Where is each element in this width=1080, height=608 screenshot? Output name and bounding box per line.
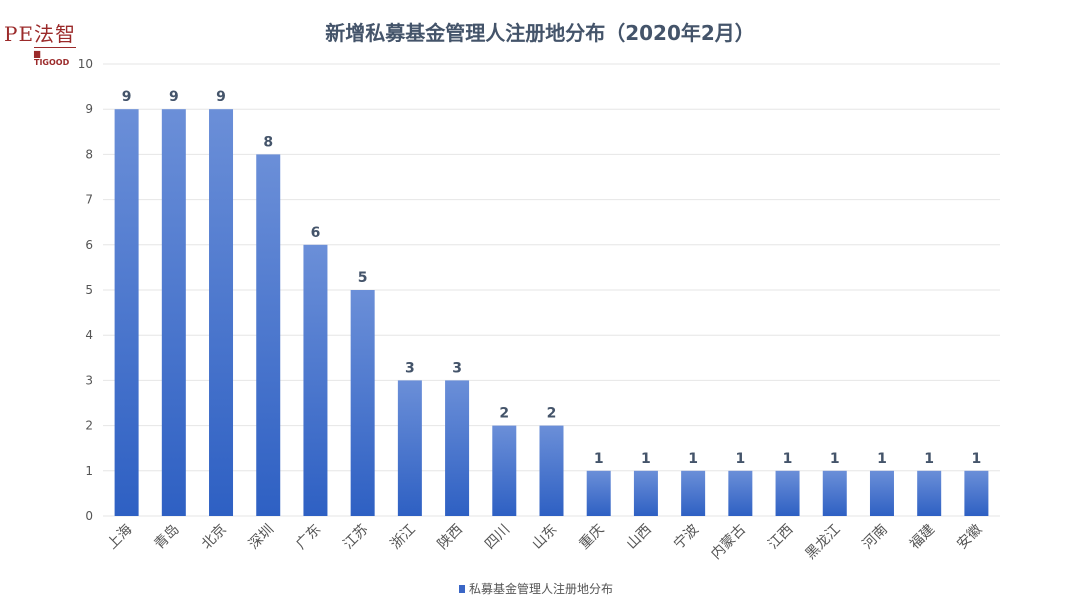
bar — [350, 290, 375, 516]
x-tick-label: 河南 — [860, 522, 891, 553]
y-tick-label: 9 — [85, 102, 93, 116]
data-label: 9 — [216, 89, 226, 105]
x-tick-label: 福建 — [907, 522, 938, 553]
data-label: 9 — [169, 89, 179, 105]
x-tick-label: 陕西 — [435, 522, 466, 553]
data-label: 1 — [735, 451, 745, 467]
x-tick-label: 山东 — [529, 522, 560, 553]
bar — [964, 470, 989, 516]
x-tick-label: 青岛 — [152, 522, 183, 553]
logo-sub: ▆ TIGOOD — [34, 47, 76, 67]
legend-swatch — [459, 585, 465, 593]
y-tick-label: 10 — [78, 57, 93, 71]
data-label: 1 — [924, 451, 934, 467]
bar — [586, 470, 611, 516]
data-label: 3 — [405, 360, 415, 376]
bar — [539, 425, 564, 516]
data-label: 1 — [972, 451, 982, 467]
logo-main: PE法智 — [4, 22, 77, 46]
x-tick-label: 广东 — [293, 522, 324, 553]
x-tick-label: 安徽 — [954, 522, 985, 553]
x-tick-label: 四川 — [482, 522, 513, 553]
bar — [633, 470, 658, 516]
bar — [775, 470, 800, 516]
x-tick-label: 内蒙古 — [708, 522, 749, 563]
x-tick-label: 重庆 — [576, 522, 607, 553]
data-label: 3 — [452, 360, 462, 376]
data-label: 6 — [311, 225, 321, 241]
bar — [256, 154, 281, 516]
bar — [822, 470, 847, 516]
x-tick-label: 上海 — [104, 522, 135, 553]
data-label: 2 — [499, 406, 509, 422]
y-tick-label: 5 — [85, 283, 93, 297]
x-tick-label: 黑龙江 — [803, 522, 844, 563]
logo: PE法智 ▆ TIGOOD — [4, 18, 76, 67]
y-tick-label: 3 — [85, 373, 93, 387]
y-tick-label: 7 — [85, 193, 93, 207]
bar — [397, 380, 422, 516]
bar — [209, 109, 234, 516]
y-tick-label: 2 — [85, 419, 93, 433]
x-tick-label: 江西 — [765, 522, 796, 553]
bar — [492, 425, 517, 516]
x-tick-label: 江苏 — [340, 522, 371, 553]
data-label: 5 — [358, 270, 368, 286]
x-tick-label: 山西 — [624, 522, 655, 553]
data-label: 2 — [547, 406, 557, 422]
chart-title: 新增私募基金管理人注册地分布（2020年2月） — [325, 21, 755, 45]
y-tick-label: 0 — [85, 509, 93, 523]
x-tick-label: 北京 — [199, 522, 230, 553]
x-tick-label: 深圳 — [246, 522, 277, 553]
legend-label[interactable]: 私募基金管理人注册地分布 — [469, 581, 613, 596]
data-label: 1 — [688, 451, 698, 467]
data-label: 1 — [877, 451, 887, 467]
data-label: 9 — [122, 89, 132, 105]
bar — [728, 470, 753, 516]
data-label: 1 — [641, 451, 651, 467]
x-tick-label: 宁波 — [670, 521, 702, 553]
data-label: 1 — [783, 451, 793, 467]
data-label: 1 — [830, 451, 840, 467]
y-tick-label: 1 — [85, 464, 93, 478]
bar — [445, 380, 470, 516]
bar — [869, 470, 894, 516]
bar — [303, 244, 328, 517]
bar — [114, 109, 139, 516]
bar — [161, 109, 186, 516]
data-label: 1 — [594, 451, 604, 467]
y-tick-label: 6 — [85, 238, 93, 252]
bar — [917, 470, 942, 516]
y-tick-label: 4 — [85, 328, 93, 342]
x-tick-label: 浙江 — [388, 522, 419, 553]
y-tick-label: 8 — [85, 147, 93, 161]
data-label: 8 — [263, 134, 273, 150]
bar — [681, 470, 706, 516]
